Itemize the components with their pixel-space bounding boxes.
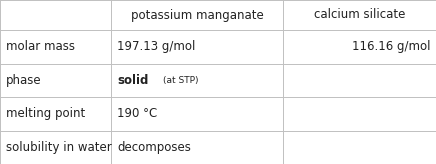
- Text: phase: phase: [6, 74, 41, 87]
- Text: decomposes: decomposes: [117, 141, 191, 154]
- Text: potassium manganate: potassium manganate: [131, 9, 264, 21]
- Text: molar mass: molar mass: [6, 40, 75, 53]
- Text: (at STP): (at STP): [163, 76, 198, 85]
- Text: 116.16 g/mol: 116.16 g/mol: [351, 40, 430, 53]
- Text: solid: solid: [117, 74, 149, 87]
- Text: melting point: melting point: [6, 107, 85, 120]
- Text: 197.13 g/mol: 197.13 g/mol: [117, 40, 196, 53]
- Text: calcium silicate: calcium silicate: [314, 9, 405, 21]
- Text: solubility in water: solubility in water: [6, 141, 112, 154]
- Text: 190 °C: 190 °C: [117, 107, 157, 120]
